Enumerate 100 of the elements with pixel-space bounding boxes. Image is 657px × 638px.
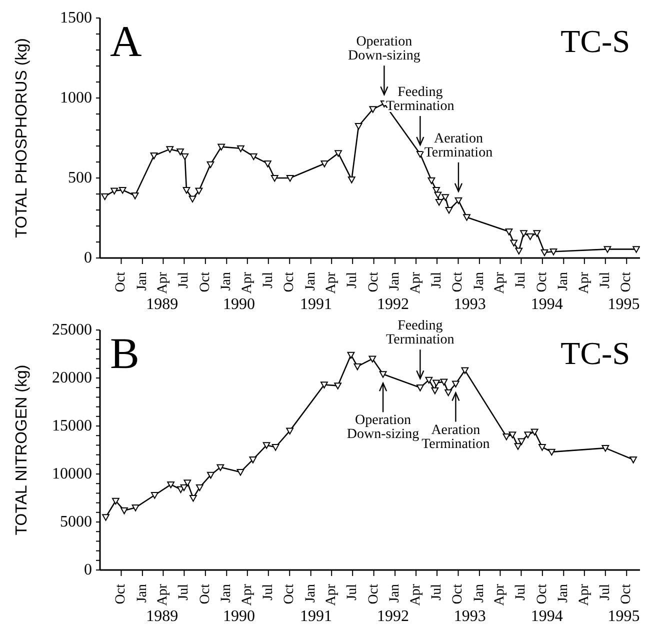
point (120, 507, 128, 514)
text: 1993 (452, 608, 487, 626)
point (195, 188, 203, 194)
point (379, 371, 387, 378)
x-tick-label: Jan (219, 272, 234, 291)
x-tick-label: Jul (345, 272, 360, 288)
point (286, 428, 294, 434)
x-tick-label: Oct (366, 272, 382, 292)
x-tick-label: Apr (408, 272, 424, 294)
x-tick-label: Oct (282, 272, 298, 292)
chart-subtitle: TC-S (560, 335, 630, 371)
point (272, 444, 280, 451)
point (188, 196, 196, 202)
text: 1991 (299, 296, 333, 314)
point (632, 246, 640, 253)
x-tick-label: Jul (260, 584, 276, 600)
point (431, 387, 439, 394)
point (533, 230, 541, 237)
point (416, 384, 424, 392)
point (250, 153, 258, 160)
point (510, 240, 518, 246)
point (461, 367, 469, 374)
chart-subtitle: TC-S (560, 23, 630, 59)
point (102, 514, 110, 521)
annotation: Feeding Termination (386, 85, 454, 114)
x-tick-label: Oct (366, 584, 382, 604)
point (176, 148, 184, 156)
x-tick-label: Jul (598, 584, 613, 600)
x-tick-label: Jul (176, 584, 192, 600)
x-tick-label: Oct (198, 272, 213, 292)
point (454, 197, 462, 204)
y-tick-label: 1000 (60, 90, 92, 106)
point (348, 176, 356, 184)
annotation: Aeration Termination (422, 422, 490, 452)
point (524, 432, 532, 438)
point (435, 198, 443, 206)
x-tick-label: Jan (388, 272, 403, 291)
point (189, 494, 197, 502)
point (320, 382, 328, 388)
point (442, 194, 450, 201)
annotation: Operation Down-sizing (348, 34, 420, 64)
chart-title: A (110, 17, 142, 66)
point (206, 161, 214, 168)
x-tick-label: Jan (219, 584, 234, 603)
text: 1995 (606, 608, 641, 626)
x-tick-label: Jan (303, 584, 318, 603)
point (182, 186, 190, 194)
x-tick-label: Jul (345, 584, 360, 600)
point (425, 376, 433, 384)
text: 1989 (145, 296, 180, 314)
y-tick-label: 1500 (60, 10, 92, 26)
y-tick-label: 5000 (60, 514, 92, 530)
x-tick-label: Oct (198, 584, 213, 604)
x-tick-label: Jul (176, 272, 192, 288)
point (216, 464, 224, 471)
x-tick-label: Apr (492, 272, 508, 294)
x-tick-label: Jan (472, 272, 487, 291)
x-tick-label: Apr (324, 272, 340, 294)
y-axis-title: TOTAL NITROGEN (kg) (14, 364, 31, 536)
x-tick-label: Jan (472, 584, 487, 603)
point (236, 469, 244, 476)
x-tick-label: Jan (303, 272, 318, 291)
x-tick-label: Apr (324, 584, 340, 606)
point (334, 150, 342, 157)
point (540, 249, 548, 256)
point (286, 174, 294, 182)
x-tick-label: Jan (388, 584, 403, 603)
point (508, 432, 516, 438)
x-tick-label: Jul (430, 272, 445, 288)
point (262, 442, 270, 449)
point (445, 206, 453, 214)
point (452, 380, 460, 388)
point (428, 177, 436, 184)
point (354, 122, 362, 130)
chart-title: B (110, 329, 140, 378)
point (110, 188, 118, 194)
point (132, 504, 140, 512)
point (150, 492, 158, 499)
text: 1989 (145, 608, 180, 626)
x-tick-label: Jul (430, 584, 445, 600)
y-tick-label: 20000 (52, 370, 92, 386)
x-tick-label: Apr (408, 584, 424, 606)
text: 1992 (376, 296, 410, 314)
point (630, 456, 638, 464)
text: 1990 (222, 296, 256, 314)
text: 1994 (530, 608, 564, 626)
y-tick-label: 500 (68, 170, 92, 186)
annotation: Operation Down-sizing (346, 413, 420, 442)
y-tick-label: 15000 (52, 418, 92, 434)
point (237, 145, 244, 152)
point (434, 192, 442, 198)
point (505, 228, 513, 236)
x-tick-label: Oct (450, 584, 466, 604)
point (218, 144, 226, 150)
x-tick-label: Apr (240, 272, 255, 294)
point (432, 380, 440, 386)
x-tick-label: Apr (492, 584, 508, 606)
x-tick-label: Oct (114, 584, 129, 604)
point (520, 230, 528, 237)
point (416, 150, 424, 158)
